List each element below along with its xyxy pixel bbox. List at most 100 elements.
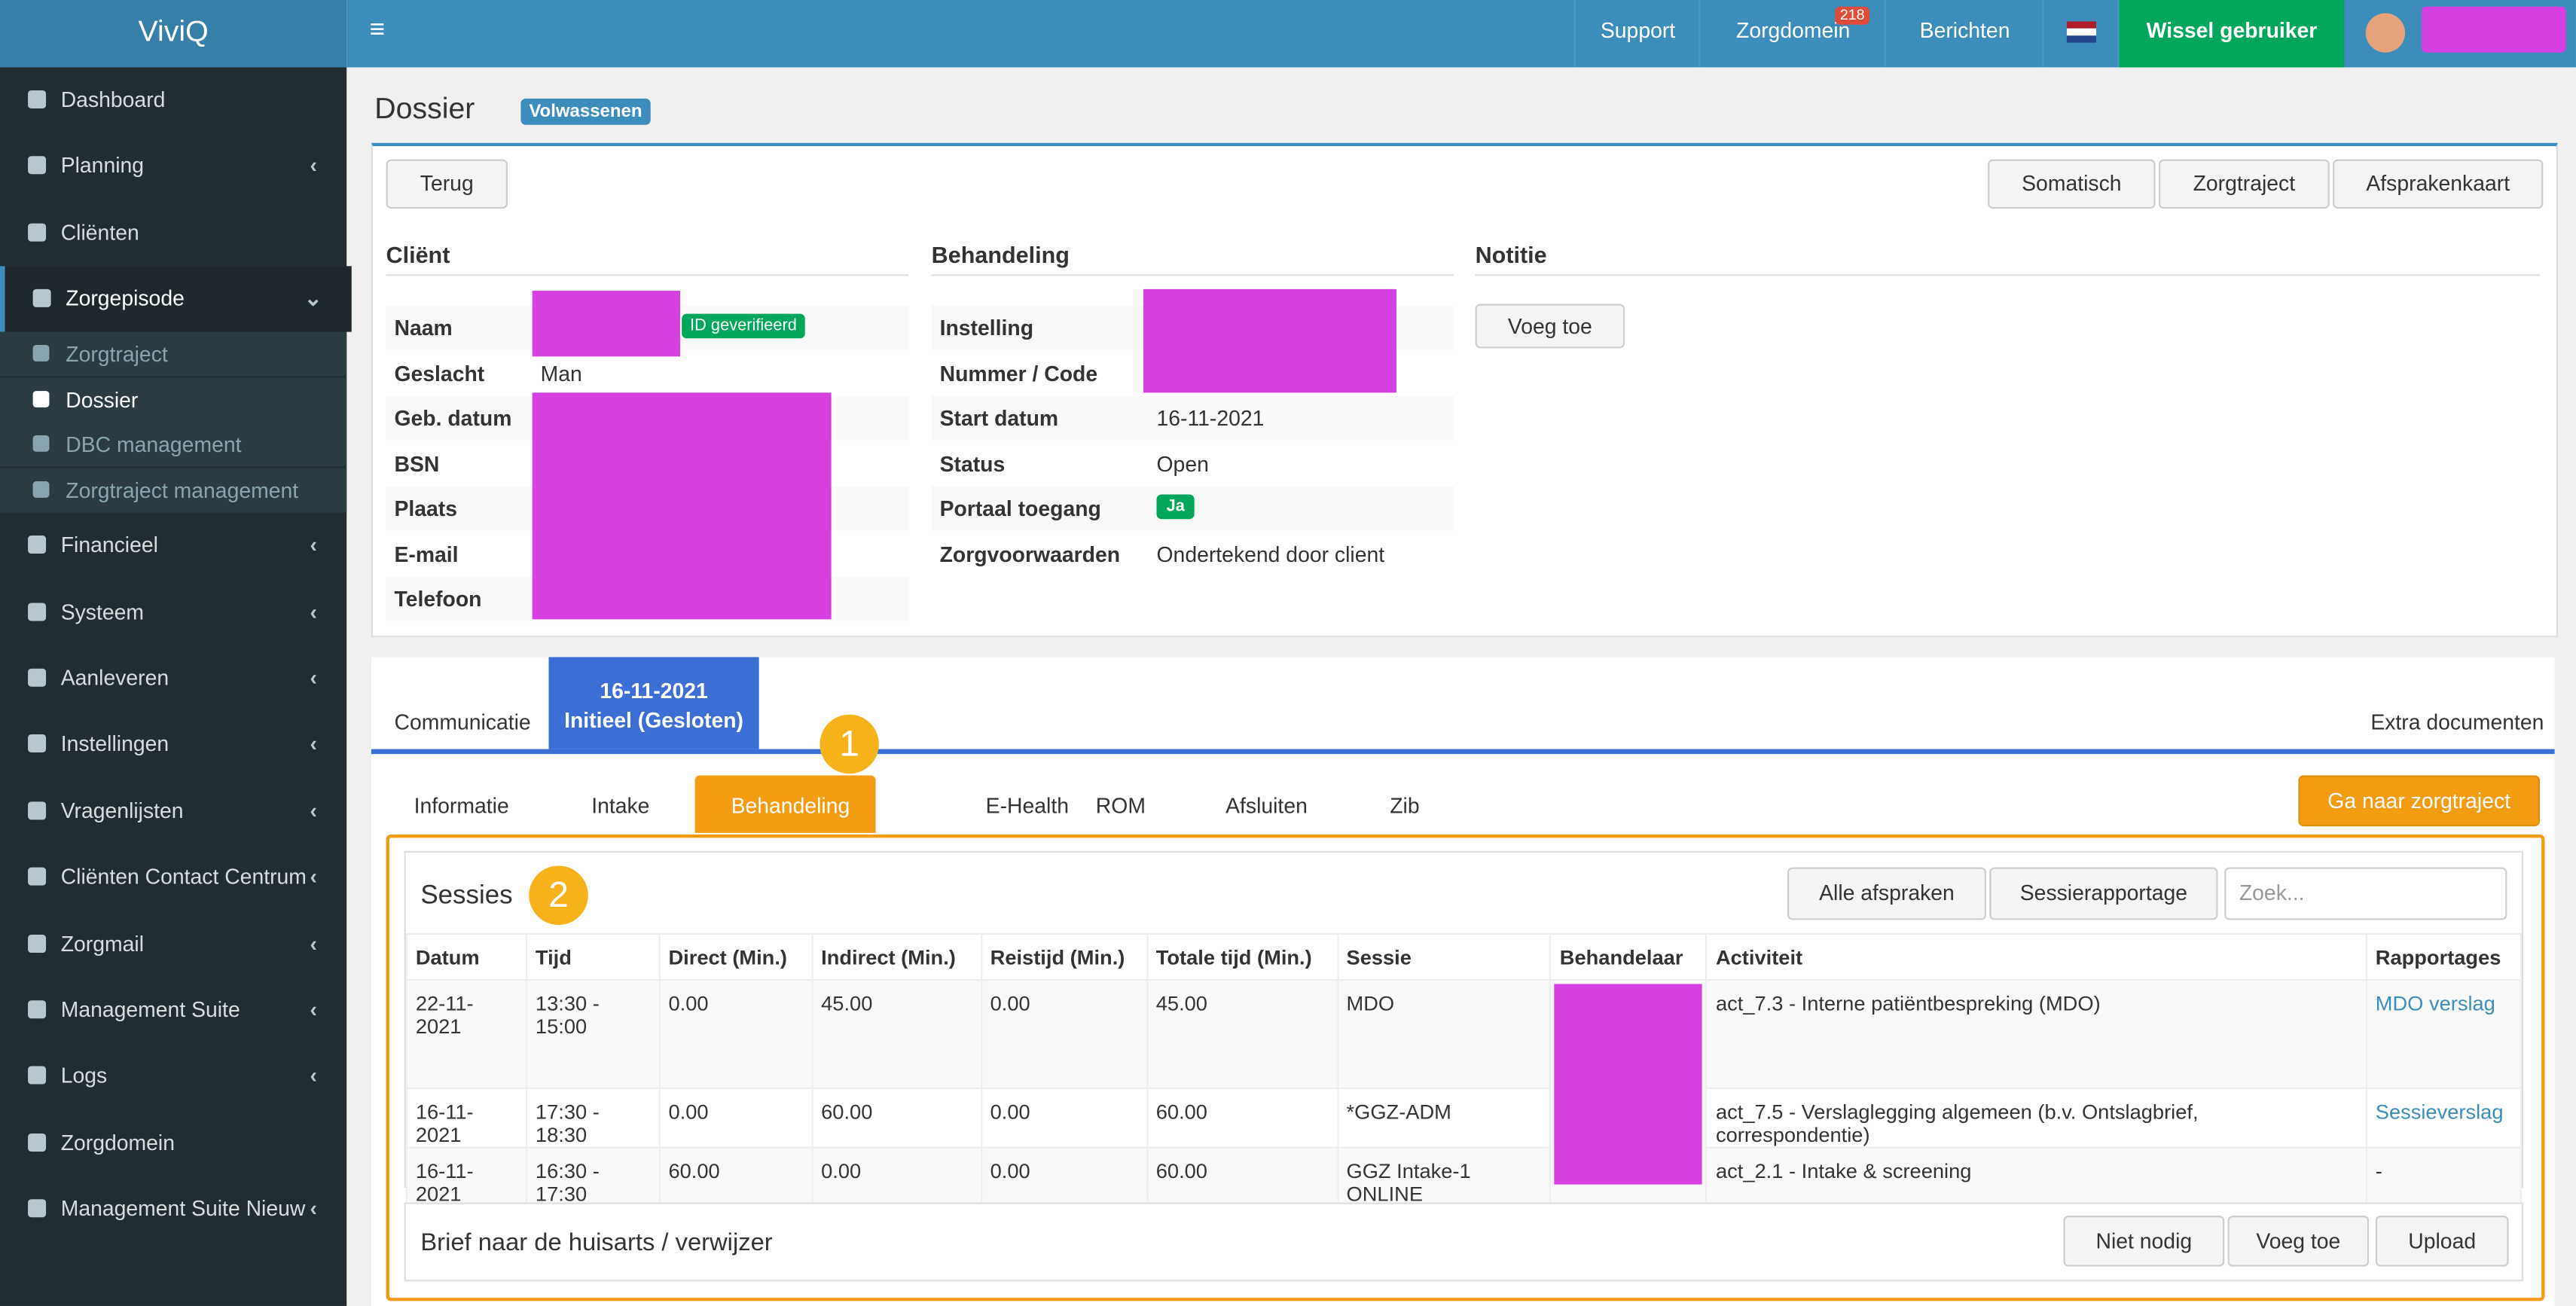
sidebar-item[interactable]: Instellingen ‹ [0,711,346,777]
marker: 2 [529,865,588,925]
treatment-row: Zorgvoorwaarden [932,532,1454,576]
sidebar-subitem[interactable]: DBC management [0,422,347,467]
column-header[interactable]: Activiteit [1705,932,2367,981]
goto-button[interactable]: Ga naar zorgtraject [2298,775,2540,827]
subtab[interactable]: Informatie [378,775,536,832]
sidebar-item[interactable]: Aanleveren ‹ [0,645,346,711]
chevron: ‹ [310,1195,317,1221]
subtab[interactable]: E-Health [950,775,1095,832]
icon [32,288,51,307]
nav-berichten[interactable]: Berichten [1884,0,2044,68]
brand[interactable]: ViviQ [0,0,347,68]
cell: 0.00 [980,978,1148,1090]
cell: act_7.5 - Verslaglegging algemeen (b.v. … [1705,1087,2367,1149]
cell: 0.00 [658,1087,813,1149]
sidebar-subitem[interactable]: Zorgtraject management [0,467,347,512]
subtab[interactable]: Zib [1354,775,1445,832]
subtab-label: Afsluiten [1225,793,1308,819]
subtab[interactable]: Afsluiten [1189,775,1334,832]
nav-support[interactable]: Support [1573,0,1700,68]
sidebar-item[interactable]: Planning ‹ [0,133,346,199]
letter-add[interactable]: Voeg toe [2227,1216,2370,1267]
nav-zorgdomein[interactable]: Zorgdomein [1699,0,1886,68]
sidebar-subitem[interactable]: Zorgtraject [0,331,347,377]
field-label: Instelling [939,315,1034,340]
sidebar-item[interactable]: Management Suite Nieuw ‹ [0,1176,346,1242]
cell: 45.00 [1146,978,1338,1090]
cell: 0.00 [811,1146,982,1208]
zorgtraject-button[interactable]: Zorgtraject [2158,159,2330,209]
session-row: 16-11-2021 17:30 - 18:30 0.00 60.00 0.00 60.0… [405,1087,2522,1149]
portal-badge: Ja [1156,494,1195,520]
subtab[interactable]: Intake [555,775,676,832]
column-header[interactable]: Behandelaar [1549,932,1708,981]
session-row: 16-11-2021 16:30 - 17:30 60.00 0.00 0.00 60.0… [405,1146,2522,1208]
menu-toggle[interactable]: ≡ [369,16,386,44]
sidebar-label: Vragenlijsten [60,798,184,823]
top-bar: ≡ Support Zorgdomein 218 Berichten Wisse… [346,0,2576,68]
search-input[interactable]: Zoek... [2224,867,2507,920]
redacted [2421,6,2566,53]
icon [32,480,50,497]
subtab[interactable]: ROM [1060,775,1172,832]
cell: - [2365,1146,2522,1208]
switch-user[interactable]: Wissel gebruiker [2117,0,2345,68]
column-header[interactable]: Rapportages [2365,932,2522,981]
report-link[interactable]: MDO verslag [2375,992,2495,1015]
column-header[interactable]: Totale tijd (Min.) [1146,932,1338,981]
cell: 60.00 [1146,1146,1338,1208]
flag[interactable] [2042,0,2120,68]
session-report[interactable]: Sessierapportage [1989,867,2218,920]
sidebar-item[interactable]: Zorgdomein [0,1110,346,1176]
tab-episode[interactable]: 16-11-2021 Initieel (Gesloten) [548,657,759,749]
tab-communicatie[interactable]: Communicatie [394,709,531,734]
note-title: Notitie [1475,242,2540,276]
afsprakenkaart-button[interactable]: Afsprakenkaart [2333,159,2544,209]
cell: GGZ Intake-1 ONLINE [1336,1146,1552,1208]
sidebar-item[interactable]: Vragenlijsten ‹ [0,779,346,844]
sidebar-item[interactable]: Dashboard [0,67,346,133]
avatar[interactable] [2365,13,2406,53]
cell: 16-11-2021 [405,1087,528,1149]
treatment-row: Nummer / Code [932,351,1454,395]
column-header[interactable]: Direct (Min.) [658,932,813,981]
cell: 45.00 [811,978,982,1090]
sidebar-label: Financieel [60,532,158,557]
sidebar-item[interactable]: Systeem ‹ [0,580,346,645]
field-label: Telefoon [394,586,482,612]
all-appointments[interactable]: Alle afspraken [1787,867,1986,920]
column-header[interactable]: Reistijd (Min.) [980,932,1148,981]
sidebar-label: Dashboard [60,87,166,112]
sidebar-item[interactable]: Zorgepisode ⌄ [0,266,352,332]
tab-extra[interactable]: Extra documenten [2370,709,2544,734]
tab-date: 16-11-2021 [600,678,708,703]
sidebar: Dashboard Planning ‹ Cliënten Zorgepisode ⌄ Fi… [0,67,352,1306]
column-header[interactable]: Tijd [525,932,661,981]
sidebar-item[interactable]: Zorgmail ‹ [0,912,346,978]
sidebar-item[interactable]: Logs ‹ [0,1043,346,1109]
sidebar-sublabel: Zorgtraject management [66,477,299,502]
chevron: ‹ [310,152,317,178]
column-header[interactable]: Sessie [1336,932,1552,981]
not-needed[interactable]: Niet nodig [2063,1216,2225,1267]
back-button[interactable]: Terug [386,159,508,209]
letter-upload[interactable]: Upload [2375,1216,2509,1267]
subtab-label: Intake [591,793,650,819]
subtab[interactable]: Behandeling [694,775,877,833]
sidebar-label: Planning [60,152,145,178]
report-link[interactable]: Sessieverslag [2375,1100,2504,1124]
sidebar-item[interactable]: Management Suite ‹ [0,978,346,1043]
sidebar-subitem[interactable]: Dossier [0,377,347,422]
sidebar-item[interactable]: Financieel ‹ [0,513,346,578]
column-header[interactable]: Indirect (Min.) [811,932,982,981]
cell: 60.00 [811,1087,982,1149]
cell: MDO verslag [2365,978,2522,1090]
chevron: ‹ [310,532,317,557]
note-add-button[interactable]: Voeg toe [1475,304,1625,349]
sidebar-item[interactable]: Cliënten [0,200,346,266]
sidebar-item[interactable]: Cliënten Contact Centrum ‹ [0,844,346,910]
somatisch-button[interactable]: Somatisch [1988,159,2156,209]
column-header[interactable]: Datum [405,932,528,981]
redacted [1143,288,1396,393]
